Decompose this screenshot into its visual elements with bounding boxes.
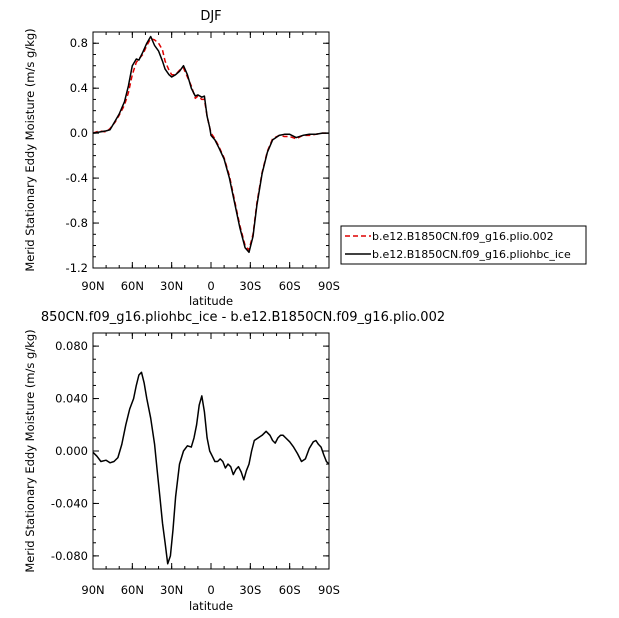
panel-1-x-axis-label: latitude bbox=[189, 294, 233, 308]
panel-2-y-tick-label: -0.040 bbox=[51, 496, 88, 510]
panel-2-title: 850CN.f09_g16.pliohbc_ice - b.e12.B1850C… bbox=[41, 310, 445, 325]
panel-2-x-tick-label: 60S bbox=[279, 583, 301, 597]
panel-2-x-tick-label: 60N bbox=[121, 583, 144, 597]
panel-1-x-tick-label: 90N bbox=[81, 279, 104, 293]
panel-2-plot-frame bbox=[92, 332, 330, 570]
panel-1-y-tick-label: -0.4 bbox=[66, 171, 88, 185]
panel-2-y-tick-label: -0.080 bbox=[51, 549, 88, 563]
panel-1-series-line bbox=[92, 35, 329, 254]
panel-2-x-tick-label: 30S bbox=[239, 583, 261, 597]
panel-2-y-tick-label: 0.040 bbox=[55, 392, 88, 406]
panel-1-x-tick-label: 30N bbox=[160, 279, 183, 293]
panel-1-series-line bbox=[92, 37, 329, 251]
panel-1-plot-frame bbox=[92, 31, 330, 269]
panel-1-y-axis-label: Merid Stationary Eddy Moisture (m/s g/kg… bbox=[23, 28, 37, 271]
panel-2-x-axis-label: latitude bbox=[189, 599, 233, 613]
panel-2-y-axis-label: Merid Stationary Eddy Moisture (m/s g/kg… bbox=[23, 329, 37, 572]
panel-1-title: DJF bbox=[200, 9, 221, 24]
panel-1-x-tick-label: 60N bbox=[121, 279, 144, 293]
legend-label: b.e12.B1850CN.f09_g16.pliohbc_ice bbox=[372, 248, 571, 261]
panel-1-y-tick-label: 0.0 bbox=[70, 126, 88, 140]
legend-box bbox=[340, 225, 587, 265]
panel-2-x-tick-label: 30N bbox=[160, 583, 183, 597]
panel-1-x-tick-label: 30S bbox=[239, 279, 261, 293]
panel-2-x-tick-label: 0 bbox=[207, 583, 214, 597]
panel-2-y-tick-label: 0.000 bbox=[55, 444, 88, 458]
panel-1-x-tick-label: 0 bbox=[207, 279, 214, 293]
panel-2-y-tick-label: 0.080 bbox=[55, 339, 88, 353]
panel-1-y-tick-label: -0.8 bbox=[66, 216, 88, 230]
panel-1-y-tick-label: 0.4 bbox=[70, 81, 88, 95]
panel-1-y-tick-label: -1.2 bbox=[66, 261, 88, 275]
panel-2-series-line bbox=[92, 371, 330, 565]
panel-2-x-tick-label: 90S bbox=[318, 583, 340, 597]
panel-2-x-tick-label: 90N bbox=[81, 583, 104, 597]
panel-1-y-tick-label: 0.8 bbox=[70, 36, 88, 50]
panel-1-x-tick-label: 90S bbox=[318, 279, 340, 293]
panel-1-x-tick-label: 60S bbox=[279, 279, 301, 293]
legend-label: b.e12.B1850CN.f09_g16.plio.002 bbox=[372, 230, 554, 243]
